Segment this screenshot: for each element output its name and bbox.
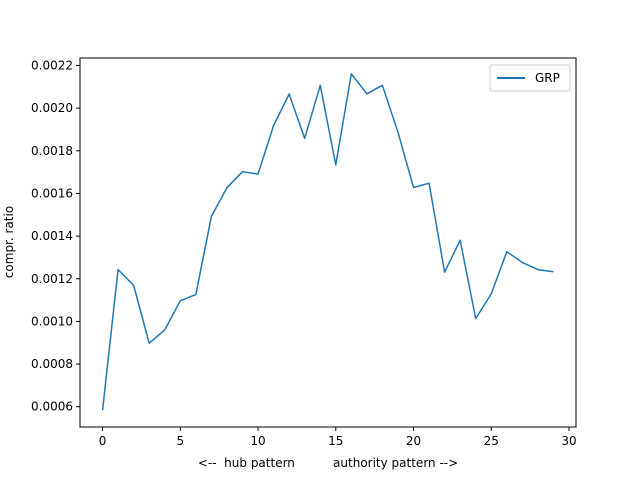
x-tick-label: 30 (561, 434, 576, 448)
y-tick-label: 0.0016 (31, 186, 73, 200)
x-tick-label: 20 (406, 434, 421, 448)
series-line-grp (101, 73, 554, 411)
y-tick-label: 0.0006 (31, 400, 73, 414)
y-tick-label: 0.0018 (31, 144, 73, 158)
x-tick-label: 25 (484, 434, 499, 448)
plot-frame (79, 57, 577, 428)
legend-box (489, 64, 571, 92)
series-layer (101, 73, 554, 411)
x-tick-label: 10 (250, 434, 265, 448)
legend: GRP (489, 64, 571, 92)
y-tick-label: 0.0010 (31, 314, 73, 328)
x-axis-label: <-- hub pattern authority pattern --> (198, 456, 458, 470)
y-tick-label: 0.0020 (31, 101, 73, 115)
x-tick-label: 5 (176, 434, 184, 448)
y-tick-label: 0.0014 (31, 229, 73, 243)
y-tick-label: 0.0008 (31, 357, 73, 371)
legend-label-grp: GRP (535, 71, 560, 85)
y-tick-label: 0.0022 (31, 58, 73, 72)
x-tick-label: 0 (99, 434, 107, 448)
plot-background (80, 58, 576, 427)
y-tick-label: 0.0012 (31, 272, 73, 286)
y-axis-ticks: 0.0006 0.0008 0.0010 0.0012 0.0014 0.0016 0.00… (31, 58, 80, 414)
x-axis-ticks: 0 5 10 15 20 25 30 (99, 427, 577, 448)
y-axis-label: compr. ratio (2, 206, 16, 278)
x-tick-label: 15 (328, 434, 343, 448)
